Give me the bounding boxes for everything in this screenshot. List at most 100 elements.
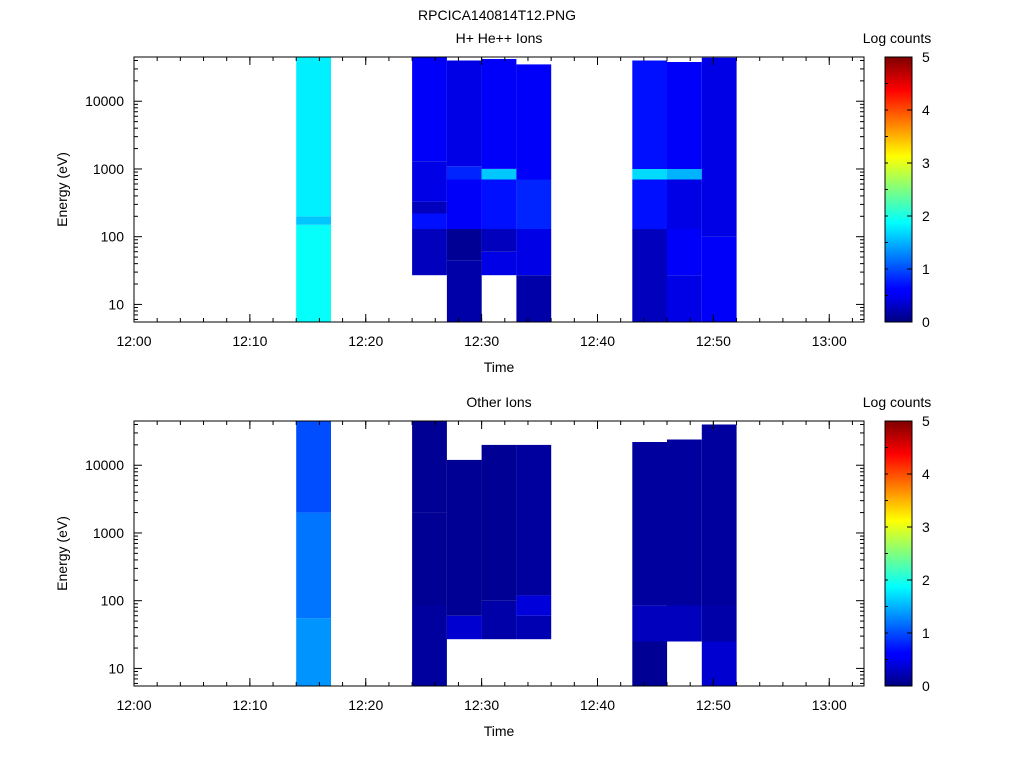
panel-1: H+ He++ Ions Time Energy (eV) 12:00 12:10 12:…	[54, 30, 931, 375]
figure-title: RPCICA140814T12.PNG	[418, 7, 576, 23]
x-tick-label: 13:00	[812, 333, 847, 349]
heatmap-cell	[667, 439, 702, 606]
heatmap-cells	[296, 57, 737, 322]
heatmap-cell	[481, 251, 517, 276]
heatmap-cell	[296, 618, 331, 686]
heatmap-cell	[632, 60, 668, 169]
y-tick-label: 100	[101, 593, 125, 609]
colorbar-tick-label: 3	[922, 519, 930, 535]
x-tick-label: 13:00	[812, 697, 847, 713]
heatmap-cell	[481, 59, 517, 169]
heatmap-cell	[412, 161, 447, 202]
panel-2: Other Ions Time Energy (eV) 12:00 12:10 12:20…	[54, 394, 931, 739]
panel-title: H+ He++ Ions	[456, 30, 543, 46]
heatmap-cell	[632, 169, 668, 180]
heatmap-cell	[296, 216, 331, 225]
x-tick-label: 12:50	[696, 697, 731, 713]
heatmap-cell	[516, 615, 552, 640]
colorbar: Log counts 0 1 2 3 4 5	[863, 30, 932, 330]
heatmap-cell	[667, 605, 702, 642]
x-tick-label: 12:40	[580, 697, 615, 713]
heatmap-cell	[412, 421, 447, 513]
heatmap-cell	[632, 179, 668, 229]
colorbar-tick-label: 0	[922, 678, 930, 694]
y-tick-label: 10	[108, 296, 124, 312]
heatmap-cell	[446, 615, 482, 640]
heatmap-cell	[412, 512, 447, 606]
heatmap-cell	[632, 605, 668, 642]
heatmap-cell	[481, 600, 517, 640]
colorbar-gradient	[884, 56, 913, 323]
heatmap-cell	[701, 641, 737, 686]
heatmap-cell	[446, 260, 482, 322]
heatmap-cell	[446, 60, 482, 167]
y-tick-label: 100	[101, 229, 125, 245]
heatmap-cell	[632, 442, 668, 606]
colorbar-tick-label: 4	[922, 466, 930, 482]
heatmap-cell	[516, 595, 552, 616]
colorbar-tick-label: 2	[922, 572, 930, 588]
y-axis-label: Energy (eV)	[54, 516, 70, 591]
colorbar-tick-label: 4	[922, 102, 930, 118]
x-axis-label: Time	[484, 359, 515, 375]
x-tick-label: 12:50	[696, 333, 731, 349]
y-tick-label: 1000	[93, 525, 124, 541]
heatmap-cell	[667, 275, 702, 322]
heatmap-cell	[516, 275, 552, 322]
x-tick-label: 12:20	[348, 333, 383, 349]
heatmap-cells	[296, 421, 737, 686]
heatmap-cell	[412, 201, 447, 214]
heatmap-cell	[516, 229, 552, 276]
heatmap-cell	[446, 229, 482, 261]
x-tick-label: 12:00	[116, 333, 151, 349]
heatmap-cell	[296, 57, 331, 217]
heatmap-cell	[446, 179, 482, 229]
heatmap-cell	[412, 229, 447, 276]
heatmap-cell	[412, 605, 447, 686]
heatmap-cell	[481, 179, 517, 229]
colorbar-label: Log counts	[863, 394, 932, 410]
x-tick-label: 12:30	[464, 697, 499, 713]
colorbar-gradient	[884, 420, 913, 687]
y-tick-label: 10	[108, 660, 124, 676]
colorbar-tick-label: 0	[922, 314, 930, 330]
y-tick-label: 10000	[85, 457, 124, 473]
colorbar-tick-label: 5	[922, 49, 930, 65]
heatmap-cell	[701, 605, 737, 642]
heatmap-cell	[667, 62, 702, 169]
heatmap-cell	[516, 444, 552, 596]
heatmap-cell	[481, 229, 517, 252]
x-tick-label: 12:10	[232, 697, 267, 713]
colorbar-tick-label: 3	[922, 155, 930, 171]
heatmap-cell	[481, 169, 517, 180]
heatmap-cell	[701, 236, 737, 322]
x-axis-label: Time	[484, 723, 515, 739]
heatmap-cell	[446, 459, 482, 616]
heatmap-cell	[667, 169, 702, 180]
colorbar-tick-label: 1	[922, 625, 930, 641]
colorbar-label: Log counts	[863, 30, 932, 46]
x-tick-label: 12:40	[580, 333, 615, 349]
panel-title: Other Ions	[466, 394, 531, 410]
y-tick-label: 1000	[93, 161, 124, 177]
panels: H+ He++ Ions Time Energy (eV) 12:00 12:10 12:…	[54, 30, 931, 739]
colorbar-tick-label: 1	[922, 261, 930, 277]
heatmap-cell	[516, 64, 552, 180]
heatmap-cell	[516, 179, 552, 229]
heatmap-cell	[667, 229, 702, 276]
y-tick-label: 10000	[85, 93, 124, 109]
heatmap-cell	[701, 424, 737, 606]
heatmap-cell	[667, 179, 702, 229]
x-tick-label: 12:30	[464, 333, 499, 349]
heatmap-cell	[701, 57, 737, 180]
colorbar-tick-label: 5	[922, 413, 930, 429]
heatmap-cell	[632, 641, 668, 686]
heatmap-cell	[412, 57, 447, 162]
colorbar-tick-label: 2	[922, 208, 930, 224]
colorbar: Log counts 0 1 2 3 4 5	[863, 394, 932, 694]
heatmap-cell	[296, 512, 331, 619]
heatmap-cell	[701, 179, 737, 237]
heatmap-cell	[446, 166, 482, 180]
heatmap-cell	[481, 444, 517, 601]
